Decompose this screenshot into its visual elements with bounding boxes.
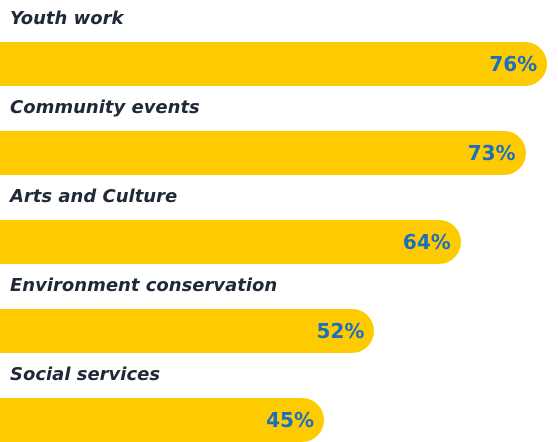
category-label: Arts and Culture [10,186,178,207]
bar-chart: Youth work 76% Community events 73% Arts and… [0,5,558,442]
bar-row: Youth work 76% [0,5,558,86]
category-label: Environment conservation [10,275,278,296]
value-label: 76% [489,52,538,76]
bar: 64% [0,220,461,264]
bar: 76% [0,42,548,86]
category-label: Youth work [10,8,124,29]
bar: 45% [0,398,324,442]
bar: 73% [0,131,526,175]
category-label: Social services [10,364,161,385]
value-label: 73% [467,141,516,165]
value-label: 45% [266,408,314,432]
value-label: 64% [402,230,451,254]
bar-row: Community events 73% [0,94,558,175]
bar-row: Social services 45% [0,361,558,442]
bar-row: Arts and Culture 64% [0,183,558,264]
bar: 52% [0,309,375,353]
category-label: Community events [10,97,200,118]
value-label: 52% [316,319,365,343]
bar-row: Environment conservation 52% [0,272,558,353]
